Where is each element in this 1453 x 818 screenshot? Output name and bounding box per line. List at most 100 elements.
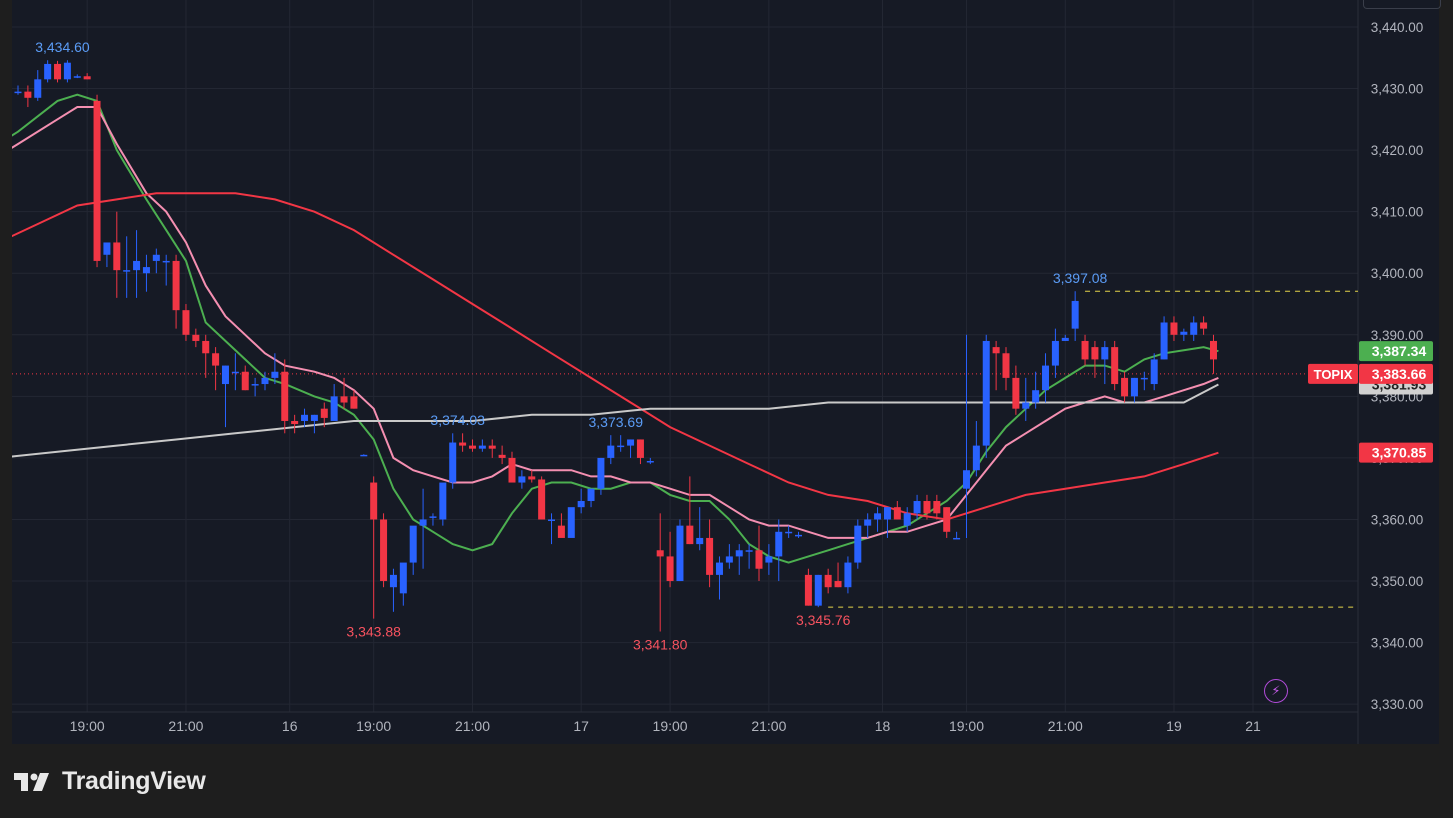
candle-body	[340, 396, 348, 403]
candle-body	[459, 442, 467, 446]
candle-body	[1190, 322, 1198, 335]
candle	[834, 562, 842, 588]
candle-body	[1061, 337, 1069, 341]
candle-body	[597, 457, 605, 489]
candle	[715, 556, 723, 600]
candle-body	[696, 537, 704, 545]
candle-body	[567, 507, 575, 538]
candle	[162, 254, 170, 286]
candle	[301, 408, 309, 428]
candle	[666, 531, 674, 588]
low-label: 3,341.80	[633, 637, 688, 653]
candle	[656, 513, 664, 632]
candle	[14, 85, 22, 95]
price-badge-label: 3,370.85	[1372, 445, 1427, 461]
candle-body	[103, 242, 111, 255]
candle-body	[814, 574, 822, 606]
candle-body	[1101, 347, 1109, 360]
candle	[449, 433, 457, 489]
candle	[360, 454, 368, 457]
candle	[1022, 377, 1030, 421]
candle-body	[1150, 359, 1158, 385]
time-tick-label: 21:00	[168, 718, 203, 734]
symbol-tag-bg	[1308, 363, 1358, 384]
candle	[152, 248, 160, 274]
candle-body	[538, 479, 546, 520]
candle	[735, 544, 743, 575]
candle-body	[478, 445, 486, 449]
candle-body	[380, 519, 388, 582]
price-badge-bg	[1359, 363, 1433, 384]
candle	[824, 568, 832, 594]
candle-body	[636, 439, 644, 458]
candle-body	[745, 550, 753, 552]
candle	[567, 507, 575, 538]
candle	[1032, 371, 1040, 409]
candle	[795, 531, 803, 538]
candle-body	[903, 513, 911, 526]
time-tick-label: 19:00	[70, 718, 105, 734]
candle	[399, 562, 407, 606]
price-scale-toggle[interactable]	[1363, 0, 1441, 9]
time-tick-label: 19	[1166, 718, 1182, 734]
low-label: 3,345.76	[796, 612, 851, 628]
candle-body	[310, 414, 318, 421]
candle-body	[804, 574, 812, 606]
candle	[241, 365, 249, 391]
candle	[1180, 328, 1188, 341]
candle-body	[962, 470, 970, 489]
candle	[844, 556, 852, 594]
candle-body	[656, 550, 664, 557]
candle	[617, 435, 625, 452]
price-badge-label: 3,387.34	[1372, 343, 1427, 359]
price-badge: 3,370.85	[1359, 442, 1433, 463]
candle	[854, 519, 862, 569]
candle	[389, 568, 397, 612]
price-tick-label: 3,330.00	[1371, 697, 1424, 712]
candle	[439, 482, 447, 526]
candle	[429, 513, 437, 526]
candle	[212, 347, 220, 391]
candle	[1170, 316, 1178, 341]
candle	[202, 334, 210, 378]
candle-body	[943, 507, 951, 532]
candle	[1061, 334, 1069, 341]
time-tick-label: 19:00	[653, 718, 688, 734]
candle-body	[231, 371, 239, 374]
lightning-icon[interactable]: ⚡	[1264, 679, 1288, 703]
candle-body	[755, 550, 763, 569]
candle-body	[735, 550, 743, 557]
candle	[508, 451, 516, 483]
candle	[548, 513, 556, 545]
candle-body	[1180, 331, 1188, 335]
candle	[864, 513, 872, 538]
candle	[113, 211, 121, 298]
candle-body	[1042, 365, 1050, 391]
candle-body	[1022, 402, 1030, 409]
candle-body	[172, 260, 180, 311]
candle	[123, 236, 131, 298]
candle	[913, 494, 921, 520]
candle-body	[1200, 322, 1208, 329]
symbol-tag: TOPIX	[1308, 363, 1358, 384]
candle	[597, 457, 605, 495]
candles	[14, 60, 1217, 632]
candle-body	[893, 507, 901, 520]
chart-pane[interactable]: 3,434.60 3,343.88 3,374.03 3,373.69 3,341.80…	[12, 0, 1439, 744]
candle	[24, 85, 32, 108]
candle-body	[241, 371, 249, 391]
candle	[962, 334, 970, 538]
candle	[488, 439, 496, 458]
candle	[627, 439, 635, 458]
candle-body	[409, 525, 417, 563]
time-tick-label: 17	[573, 718, 589, 734]
candle	[953, 531, 961, 540]
candle-body	[1111, 347, 1119, 385]
candle-body	[548, 519, 556, 521]
topix-candlestick-chart[interactable]: 3,434.60 3,343.88 3,374.03 3,373.69 3,341.80…	[12, 0, 1439, 744]
candle-body	[1170, 322, 1178, 335]
candle-body	[1012, 377, 1020, 409]
candle	[646, 457, 654, 465]
price-badge-label: 3,383.66	[1372, 366, 1427, 382]
candle	[755, 525, 763, 582]
